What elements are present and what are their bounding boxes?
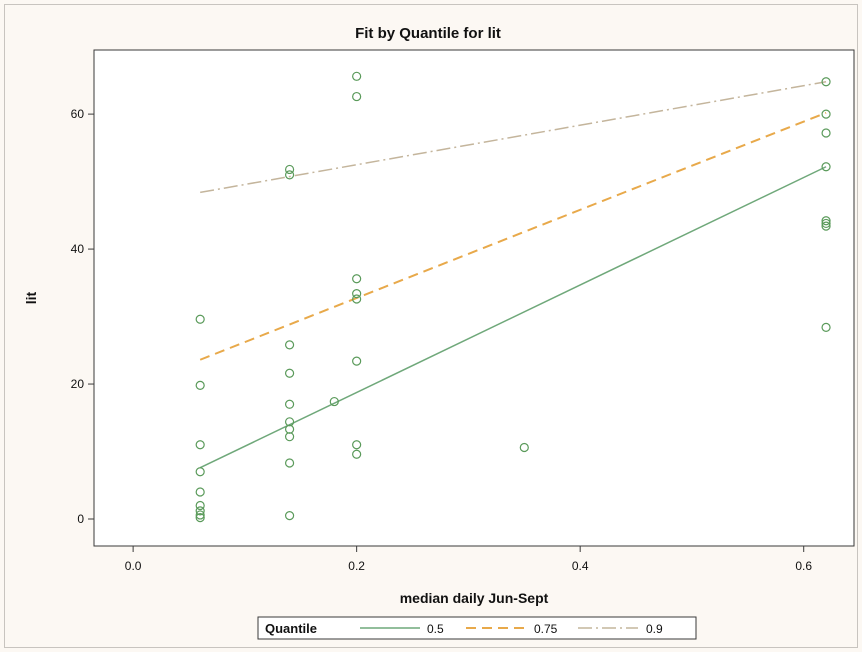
chart-title: Fit by Quantile for lit bbox=[355, 25, 501, 42]
data-point bbox=[284, 432, 295, 442]
quantile-fit-lines bbox=[199, 80, 827, 469]
data-point bbox=[284, 368, 295, 378]
data-point bbox=[284, 511, 295, 521]
data-point bbox=[352, 289, 362, 299]
quantile-fit-chart: Fit by Quantile for lit 0.0 0.2 0.4 0.6 0 20… bbox=[23, 25, 855, 640]
data-point bbox=[821, 216, 831, 226]
legend-label-0.5: 0.5 bbox=[427, 622, 444, 636]
x-tick-label: 0.0 bbox=[125, 559, 142, 573]
data-point bbox=[284, 170, 295, 180]
y-axis-label: lit bbox=[23, 291, 39, 304]
data-point bbox=[352, 449, 362, 459]
data-point bbox=[821, 109, 831, 119]
fit-line-0.9 bbox=[200, 80, 827, 194]
chart-frame: Fit by Quantile for lit 0.0 0.2 0.4 0.6 0 20… bbox=[4, 4, 858, 648]
data-point bbox=[352, 356, 362, 366]
y-axis: 0 20 40 60 bbox=[71, 107, 94, 526]
scatter-points bbox=[195, 71, 831, 523]
data-point bbox=[195, 380, 205, 390]
data-point bbox=[352, 274, 362, 284]
data-point bbox=[821, 221, 831, 231]
legend-label-0.9: 0.9 bbox=[646, 622, 663, 636]
data-point bbox=[821, 77, 831, 87]
legend: Quantile 0.5 0.75 0.9 bbox=[257, 616, 697, 640]
x-axis: 0.0 0.2 0.4 0.6 bbox=[125, 546, 812, 573]
y-tick-label: 40 bbox=[71, 242, 85, 256]
data-point bbox=[821, 322, 831, 332]
data-point bbox=[352, 91, 362, 102]
y-tick-label: 60 bbox=[71, 107, 85, 121]
x-axis-label: median daily Jun-Sept bbox=[400, 590, 549, 606]
data-point bbox=[284, 164, 295, 175]
data-point bbox=[352, 440, 362, 450]
x-tick-label: 0.2 bbox=[348, 559, 365, 573]
data-point bbox=[195, 510, 205, 520]
data-point bbox=[821, 128, 831, 138]
plot-area bbox=[93, 49, 855, 547]
data-point bbox=[195, 506, 205, 516]
data-point bbox=[821, 218, 831, 229]
data-point bbox=[284, 399, 295, 409]
y-tick-label: 20 bbox=[71, 377, 85, 391]
data-point bbox=[195, 487, 205, 497]
legend-title: Quantile bbox=[265, 621, 317, 636]
legend-label-0.75: 0.75 bbox=[534, 622, 558, 636]
data-point bbox=[352, 294, 362, 304]
data-point bbox=[195, 440, 205, 450]
fit-line-0.75 bbox=[199, 111, 827, 361]
data-point bbox=[329, 396, 339, 407]
data-point bbox=[284, 340, 295, 350]
data-point bbox=[284, 458, 295, 468]
data-point bbox=[519, 442, 529, 453]
fit-line-0.5 bbox=[199, 166, 827, 469]
data-point bbox=[195, 314, 205, 324]
data-point bbox=[195, 500, 205, 511]
x-tick-label: 0.4 bbox=[572, 559, 589, 573]
data-point bbox=[821, 162, 831, 172]
data-point bbox=[195, 513, 205, 523]
legend-box bbox=[257, 616, 697, 640]
x-tick-label: 0.6 bbox=[795, 559, 812, 573]
data-point bbox=[195, 467, 205, 477]
data-point bbox=[352, 71, 362, 81]
y-tick-label: 0 bbox=[77, 512, 84, 526]
